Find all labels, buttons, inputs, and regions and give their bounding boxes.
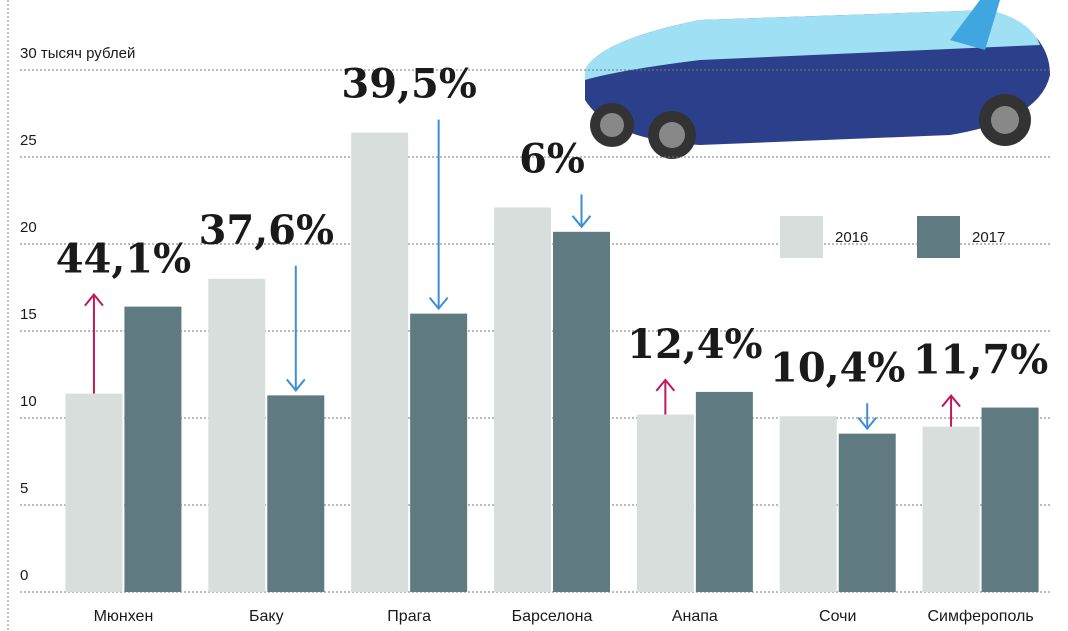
y-tick-label: 10	[20, 393, 37, 410]
y-tick-label: 0	[20, 567, 28, 584]
arrow-head	[286, 378, 306, 392]
bar	[779, 416, 837, 592]
bar	[65, 393, 123, 592]
legend-swatch	[917, 216, 960, 258]
x-tick-label: Мюнхен	[94, 608, 154, 625]
bar	[267, 395, 325, 592]
change-label: 44,1%	[56, 236, 191, 283]
arrow-head	[571, 215, 592, 229]
bar	[124, 306, 182, 592]
bar	[494, 207, 551, 592]
change-label: 10,4%	[770, 344, 905, 391]
change-label: 39,5%	[341, 61, 476, 108]
bar	[695, 391, 753, 592]
airplane-illustration	[585, 0, 1050, 159]
legend-label: 2016	[835, 229, 868, 246]
bar	[410, 313, 468, 592]
x-tick-label: Симферополь	[927, 608, 1033, 625]
y-tick-label: 5	[20, 480, 28, 497]
bar	[351, 132, 409, 592]
y-tick-label: 25	[20, 132, 37, 149]
arrow-head	[655, 378, 676, 392]
change-label: 37,6%	[199, 207, 334, 254]
x-tick-label: Баку	[249, 608, 284, 625]
bar	[553, 231, 610, 592]
x-tick-label: Прага	[387, 608, 431, 625]
x-tick-label: Барселона	[512, 608, 593, 625]
y-tick-label: 15	[20, 306, 37, 323]
y-tick-label: 20	[20, 219, 37, 236]
legend-label: 2017	[972, 229, 1005, 246]
bar	[981, 407, 1039, 592]
x-tick-label: Анапа	[672, 608, 718, 625]
change-label: 6%	[519, 135, 585, 182]
arrow-head	[857, 417, 877, 431]
legend-swatch	[780, 216, 823, 258]
bar	[922, 426, 980, 592]
bar	[838, 433, 896, 592]
change-label: 12,4%	[627, 321, 762, 368]
arrow-head	[84, 293, 104, 307]
y-tick-label: 30 тысяч рублей	[20, 45, 135, 62]
bar	[636, 414, 694, 592]
bar	[208, 278, 266, 592]
arrow-head	[428, 296, 449, 311]
arrow-head	[941, 393, 961, 408]
x-tick-label: Сочи	[819, 608, 856, 625]
change-label: 11,7%	[913, 337, 1048, 384]
